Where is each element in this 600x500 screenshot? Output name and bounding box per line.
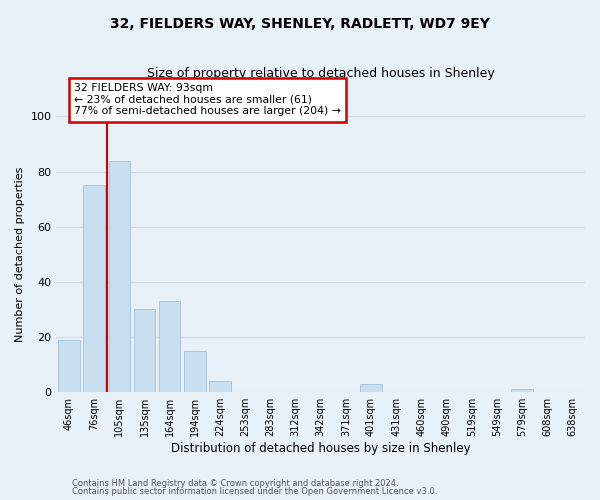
Text: 32, FIELDERS WAY, SHENLEY, RADLETT, WD7 9EY: 32, FIELDERS WAY, SHENLEY, RADLETT, WD7 … [110,18,490,32]
Bar [511,390,533,392]
Bar [361,384,382,392]
Y-axis label: Number of detached properties: Number of detached properties [15,166,25,342]
Title: Size of property relative to detached houses in Shenley: Size of property relative to detached ho… [147,68,494,80]
Bar [134,310,155,392]
Bar [109,160,130,392]
Bar [58,340,80,392]
Bar [83,186,105,392]
Bar [209,381,231,392]
X-axis label: Distribution of detached houses by size in Shenley: Distribution of detached houses by size … [171,442,470,455]
Text: Contains HM Land Registry data © Crown copyright and database right 2024.: Contains HM Land Registry data © Crown c… [72,478,398,488]
Text: 32 FIELDERS WAY: 93sqm
← 23% of detached houses are smaller (61)
77% of semi-det: 32 FIELDERS WAY: 93sqm ← 23% of detached… [74,83,341,116]
Bar [159,301,181,392]
Bar [184,351,206,392]
Text: Contains public sector information licensed under the Open Government Licence v3: Contains public sector information licen… [72,487,437,496]
